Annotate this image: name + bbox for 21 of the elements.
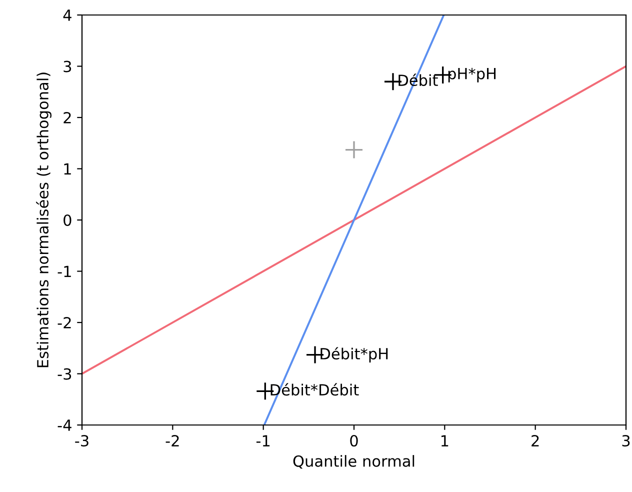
y-tick-label: 0 <box>64 214 72 226</box>
y-tick-label: 4 <box>63 10 72 21</box>
y-tick-label: 1 <box>64 163 71 175</box>
x-tick-label: -3 <box>75 434 88 447</box>
x-tick-label: 2 <box>532 434 539 446</box>
x-tick-label: -1 <box>256 435 270 446</box>
annotation: Débit*pH <box>320 347 388 362</box>
y-tick-label: -3 <box>58 368 72 380</box>
x-tick-label: 1 <box>441 435 448 446</box>
y-axis-title: Estimations normalisées (t orthogonal) <box>36 72 52 368</box>
x-tick-label: -2 <box>166 434 179 446</box>
point <box>344 140 364 160</box>
y-tick-label: -4 <box>58 420 72 431</box>
y-tick-label: -1 <box>58 266 71 278</box>
y-tick-label: -2 <box>58 316 71 328</box>
annotation: pH*pH <box>448 68 496 82</box>
x-tick-label: 0 <box>350 434 358 447</box>
y-tick-label: 3 <box>64 60 72 72</box>
y-tick-label: 2 <box>64 112 71 124</box>
x-axis-title: Quantile normal <box>293 455 414 469</box>
x-tick-label: 3 <box>622 434 630 447</box>
